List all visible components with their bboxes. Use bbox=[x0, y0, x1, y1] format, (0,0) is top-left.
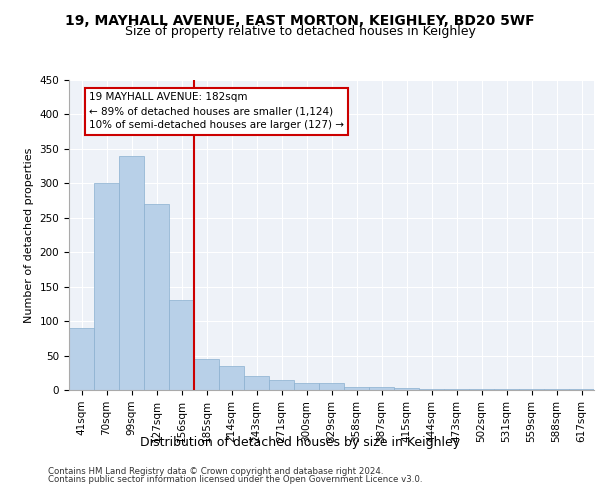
Text: 19, MAYHALL AVENUE, EAST MORTON, KEIGHLEY, BD20 5WF: 19, MAYHALL AVENUE, EAST MORTON, KEIGHLE… bbox=[65, 14, 535, 28]
Bar bbox=[69, 328, 94, 390]
Bar bbox=[394, 388, 419, 390]
Bar bbox=[319, 383, 344, 390]
Bar bbox=[344, 386, 369, 390]
Bar bbox=[294, 383, 319, 390]
Text: Size of property relative to detached houses in Keighley: Size of property relative to detached ho… bbox=[125, 25, 475, 38]
Text: Contains HM Land Registry data © Crown copyright and database right 2024.: Contains HM Land Registry data © Crown c… bbox=[48, 467, 383, 476]
Text: Contains public sector information licensed under the Open Government Licence v3: Contains public sector information licen… bbox=[48, 475, 422, 484]
Bar bbox=[144, 204, 169, 390]
Bar bbox=[369, 386, 394, 390]
Bar bbox=[444, 388, 469, 390]
Text: 19 MAYHALL AVENUE: 182sqm
← 89% of detached houses are smaller (1,124)
10% of se: 19 MAYHALL AVENUE: 182sqm ← 89% of detac… bbox=[89, 92, 344, 130]
Bar bbox=[119, 156, 144, 390]
Y-axis label: Number of detached properties: Number of detached properties bbox=[24, 148, 34, 322]
Bar bbox=[219, 366, 244, 390]
Bar bbox=[269, 380, 294, 390]
Bar bbox=[194, 359, 219, 390]
Bar bbox=[244, 376, 269, 390]
Bar bbox=[419, 388, 444, 390]
Text: Distribution of detached houses by size in Keighley: Distribution of detached houses by size … bbox=[140, 436, 460, 449]
Bar bbox=[169, 300, 194, 390]
Bar bbox=[94, 184, 119, 390]
